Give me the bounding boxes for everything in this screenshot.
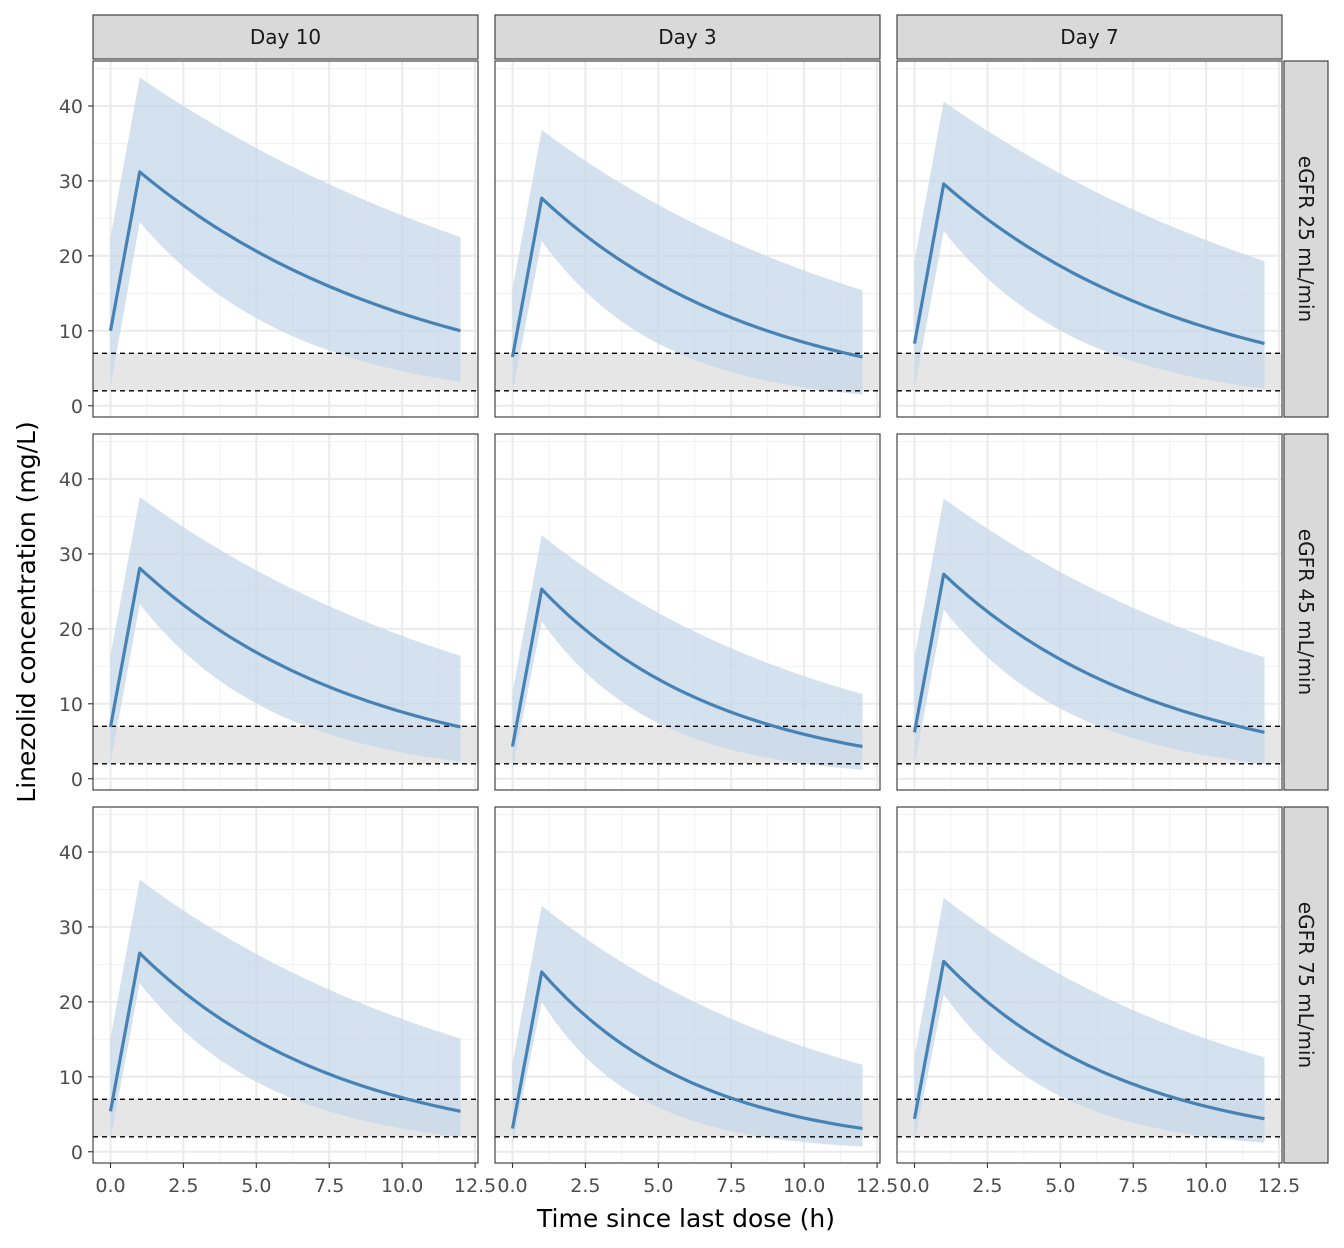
y-tick-label: 10 [59, 694, 83, 716]
x-tick-label: 10.0 [1185, 1175, 1227, 1197]
strip-label-day-10: Day 10 [250, 25, 321, 49]
x-tick-label: 12.5 [856, 1175, 898, 1197]
strip-label-day-3: Day 3 [658, 25, 717, 49]
strip-background [494, 14, 881, 60]
strip-day-3: Day 3 [494, 14, 881, 60]
y-tick-label: 40 [59, 96, 83, 118]
panel-egfr-25-ml-min-day-3 [494, 60, 881, 418]
y-tick-label: 30 [59, 917, 83, 939]
prediction-interval-ribbon [914, 897, 1265, 1143]
y-tick-label: 0 [71, 1142, 83, 1164]
prediction-interval-ribbon [512, 535, 863, 770]
panel-border [896, 433, 1283, 791]
strip-background [1283, 806, 1329, 1164]
x-tick-label: 0.0 [899, 1175, 929, 1197]
y-tick-label: 20 [59, 246, 83, 268]
x-tick-label: 5.0 [643, 1175, 673, 1197]
prediction-interval-ribbon [110, 879, 461, 1140]
y-tick-label: 0 [71, 769, 83, 791]
median-line [912, 182, 1265, 346]
x-tick-label: 7.5 [716, 1175, 746, 1197]
median-line [510, 587, 863, 749]
panel-border [896, 806, 1283, 1164]
strip-egfr-45-ml-min: eGFR 45 mL/min [1283, 433, 1329, 791]
y-tick-label: 0 [71, 396, 83, 418]
prediction-interval-ribbon [512, 905, 863, 1147]
x-tick-label: 7.5 [1118, 1175, 1148, 1197]
y-tick-label: 40 [59, 842, 83, 864]
y-axis-title: Linezolid concentration (mg/L) [12, 421, 41, 802]
y-tick-label: 40 [59, 469, 83, 491]
y-tick-label: 30 [59, 171, 83, 193]
y-tick-label: 20 [59, 619, 83, 641]
panel-egfr-25-ml-min-day-7 [896, 60, 1283, 418]
panel-border [494, 806, 881, 1164]
y-tick-label: 10 [59, 321, 83, 343]
panel-border [92, 806, 479, 1164]
panel-border [896, 60, 1283, 418]
x-tick-label: 2.5 [972, 1175, 1002, 1197]
panel-border [92, 433, 479, 791]
strip-egfr-25-ml-min: eGFR 25 mL/min [1283, 60, 1329, 418]
y-tick-label: 20 [59, 992, 83, 1014]
x-tick-label: 5.0 [1045, 1175, 1075, 1197]
x-tick-label: 7.5 [314, 1175, 344, 1197]
panel-egfr-25-ml-min-day-10: 0 10 20 30 40 [59, 60, 479, 418]
y-tick-label: 10 [59, 1067, 83, 1089]
x-tick-label: 2.5 [168, 1175, 198, 1197]
x-tick-label: 10.0 [783, 1175, 825, 1197]
panel-egfr-75-ml-min-day-10: 0 10 20 30 40 0.0 2.5 5.0 7.5 10.0 12.5 [59, 806, 496, 1197]
x-tick-label: 12.5 [454, 1175, 496, 1197]
x-tick-label: 10.0 [381, 1175, 423, 1197]
panel-border [494, 433, 881, 791]
panel-egfr-45-ml-min-day-10: 0 10 20 30 40 [59, 433, 479, 791]
strip-background [1283, 433, 1329, 791]
prediction-interval-ribbon [110, 497, 461, 764]
panel-egfr-45-ml-min-day-3 [494, 433, 881, 791]
panel-egfr-45-ml-min-day-7 [896, 433, 1283, 791]
median-line [108, 170, 461, 333]
panel-egfr-75-ml-min-day-7: 0.0 2.5 5.0 7.5 10.0 12.5 [896, 806, 1300, 1197]
prediction-interval-ribbon [512, 130, 863, 395]
strip-label-day-7: Day 7 [1060, 25, 1119, 49]
x-tick-label: 5.0 [241, 1175, 271, 1197]
strip-label-egfr-75-ml-min: eGFR 75 mL/min [1294, 902, 1318, 1068]
strip-day-7: Day 7 [896, 14, 1283, 60]
strip-background [1283, 60, 1329, 418]
median-line [912, 959, 1265, 1121]
strip-background [92, 14, 479, 60]
median-line [912, 572, 1265, 734]
panel-border [92, 60, 479, 418]
x-tick-label: 0.0 [497, 1175, 527, 1197]
panel-egfr-75-ml-min-day-3: 0.0 2.5 5.0 7.5 10.0 12.5 [494, 806, 898, 1197]
median-line [510, 970, 863, 1131]
strip-background [896, 14, 1283, 60]
strip-egfr-75-ml-min: eGFR 75 mL/min [1283, 806, 1329, 1164]
y-tick-label: 30 [59, 544, 83, 566]
strip-label-egfr-25-ml-min: eGFR 25 mL/min [1294, 156, 1318, 322]
strip-label-egfr-45-ml-min: eGFR 45 mL/min [1294, 529, 1318, 695]
median-line [108, 951, 461, 1113]
x-tick-label: 0.0 [95, 1175, 125, 1197]
x-axis-title: Time since last dose (h) [536, 1204, 835, 1233]
x-tick-label: 12.5 [1258, 1175, 1300, 1197]
median-line [510, 196, 863, 359]
strip-day-10: Day 10 [92, 14, 479, 60]
prediction-interval-ribbon [914, 498, 1265, 766]
prediction-interval-ribbon [110, 77, 461, 387]
x-tick-label: 2.5 [570, 1175, 600, 1197]
median-line [108, 566, 461, 729]
panel-border [494, 60, 881, 418]
